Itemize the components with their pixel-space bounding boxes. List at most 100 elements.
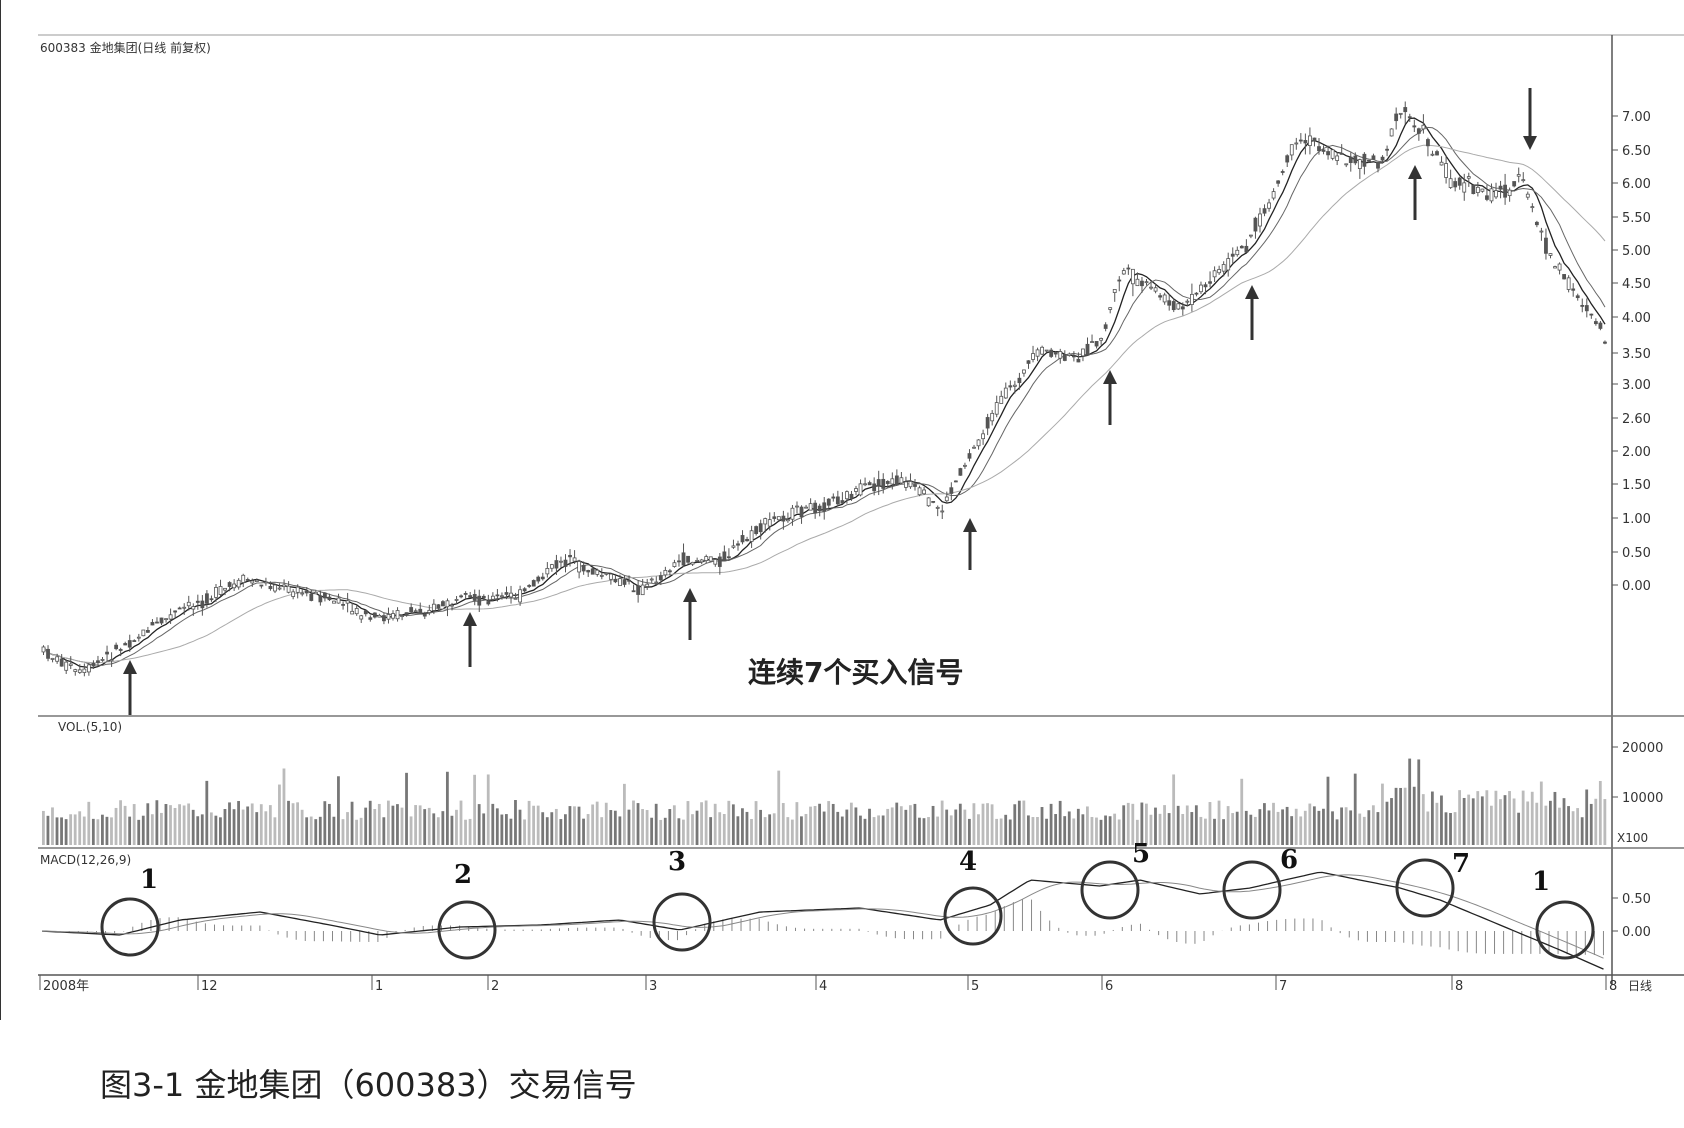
candle-body (944, 496, 949, 502)
volume-bar (96, 819, 100, 845)
candle-body (926, 497, 931, 507)
volume-bar (813, 806, 817, 845)
candle-body (595, 569, 600, 575)
volume-bar (659, 819, 663, 845)
volume-bar (423, 809, 427, 845)
candle-body (1389, 128, 1394, 137)
candle-body (894, 475, 899, 486)
volume-bar (418, 805, 422, 845)
volume-bar (150, 814, 154, 845)
candle-body (767, 519, 772, 527)
volume-bar (1167, 813, 1171, 845)
period-label: 日线 (1628, 979, 1652, 993)
volume-bar (1403, 787, 1407, 845)
candle-body (273, 584, 277, 592)
volume-bar (945, 809, 949, 845)
candle-body (391, 613, 395, 619)
volume-bar (391, 805, 395, 845)
candle-body (46, 648, 50, 659)
volume-bar (241, 809, 245, 845)
volume-bar (455, 809, 458, 845)
volume-bar (913, 803, 917, 845)
volume-bar (1208, 802, 1212, 845)
time-tick-label: 12 (201, 979, 218, 994)
candle-body (486, 601, 491, 605)
candle-body (1262, 208, 1267, 214)
volume-bar (632, 800, 635, 845)
candlesticks (41, 101, 1607, 677)
candle-body (1258, 213, 1262, 227)
time-axis-ticks: 2008年 12 1 2 3 4 5 6 7 8 8 (39, 975, 1617, 994)
volume-bar (564, 814, 567, 845)
candle-body (509, 592, 513, 598)
macd-dea-line (41, 874, 1604, 959)
volume-bar (473, 774, 477, 845)
volume-bar (60, 817, 63, 845)
time-tick-label: 8 (1609, 979, 1617, 994)
volume-bar (954, 809, 958, 845)
candle-body (1171, 301, 1176, 311)
candle-body (604, 572, 609, 575)
volume-bar (1462, 797, 1466, 845)
volume-bar (704, 800, 708, 845)
volume-bar (541, 812, 545, 845)
candle-body (1081, 348, 1085, 357)
candle-body (872, 483, 877, 492)
volume-bar (1145, 803, 1148, 845)
volume-bar (1381, 783, 1384, 845)
candle-body (627, 579, 631, 582)
volume-bar (214, 815, 218, 845)
candle-body (590, 568, 595, 575)
candle-body (1367, 159, 1371, 162)
candle-body (899, 477, 904, 484)
candle-body (250, 580, 255, 584)
volume-bar (1181, 813, 1185, 845)
candle-body (740, 535, 745, 543)
volume-bar (518, 809, 522, 845)
candle-body (858, 483, 863, 496)
volume-bar (741, 808, 744, 845)
candle-body (754, 526, 759, 535)
signal-arrows (123, 88, 1537, 715)
volume-bar (918, 817, 921, 845)
volume-bar (101, 814, 104, 845)
candle-body (863, 483, 867, 486)
candle-body (341, 603, 345, 606)
candle-body (994, 402, 999, 415)
candle-body (999, 395, 1004, 404)
volume-bar (881, 815, 885, 845)
candle-body (1035, 349, 1040, 357)
volume-bar (132, 804, 136, 845)
volume-bar (368, 800, 372, 845)
volume-bar (382, 817, 386, 845)
candle-body (1362, 153, 1367, 167)
candle-body (713, 559, 718, 565)
candle-body (1530, 206, 1535, 209)
volume-bar (332, 816, 336, 845)
candle-body (77, 669, 82, 673)
candle-body (418, 608, 423, 614)
volume-bar (958, 803, 962, 845)
volume-bar (250, 803, 254, 845)
volume-bar (1489, 805, 1493, 845)
volume-bar (1317, 810, 1321, 845)
volume-bar (1299, 816, 1303, 845)
volume-bar (196, 816, 200, 845)
candle-body (413, 610, 418, 613)
volume-bar (427, 807, 431, 845)
candle-body (450, 604, 454, 607)
candle-body (114, 644, 119, 650)
volume-bar (1272, 802, 1275, 845)
volume-bar (790, 819, 794, 845)
candle-body (1176, 303, 1181, 310)
volume-bar (1517, 812, 1521, 845)
volume-bar (713, 803, 717, 845)
volume-bar (1172, 774, 1176, 845)
volume-bar (1281, 809, 1284, 845)
volume-bar (686, 801, 690, 845)
volume-bar (200, 814, 204, 845)
volume-bar (459, 800, 463, 845)
volume-bar (554, 808, 558, 845)
candle-body (96, 660, 100, 663)
volume-bar (42, 810, 45, 845)
